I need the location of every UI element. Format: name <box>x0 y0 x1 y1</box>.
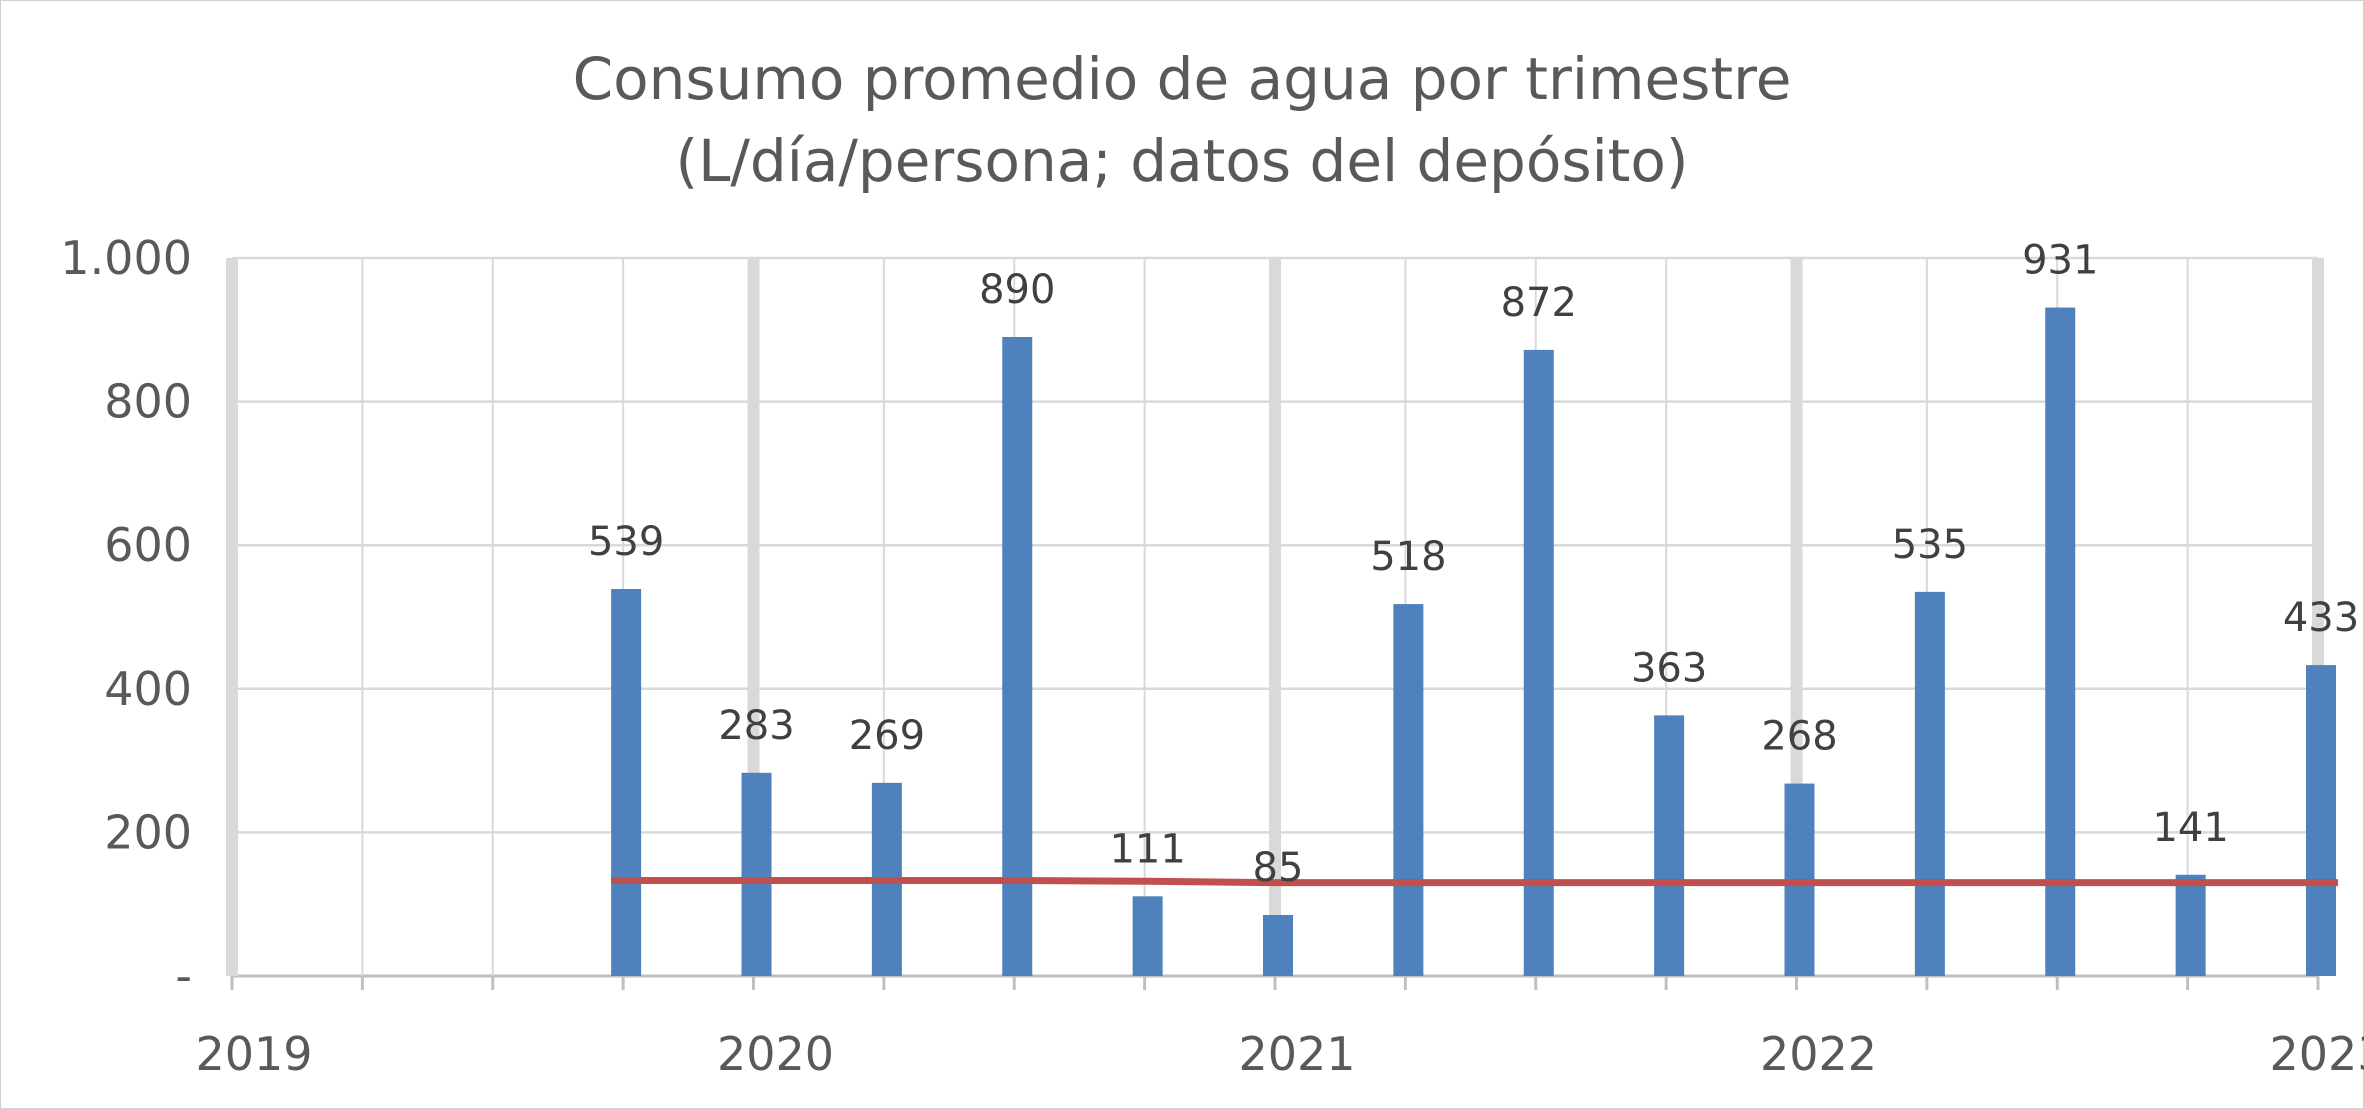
data-label: 890 <box>979 267 1055 313</box>
bar <box>1263 914 1293 976</box>
bar <box>1914 591 1945 976</box>
bar <box>1523 349 1554 976</box>
y-tick-label: 800 <box>104 375 192 429</box>
bar <box>1132 896 1163 976</box>
bar-series <box>611 307 2336 977</box>
y-tick-label: 1.000 <box>60 231 192 285</box>
data-label: 111 <box>1109 826 1185 872</box>
line-series <box>611 877 2338 887</box>
data-label: 269 <box>849 713 925 759</box>
data-label: 539 <box>588 519 664 565</box>
bar <box>2175 874 2206 976</box>
data-label: 141 <box>2152 805 2228 851</box>
data-label: 535 <box>1892 522 1968 568</box>
data-label: 872 <box>1501 280 1577 326</box>
data-label: 433 <box>2283 595 2359 641</box>
year-band <box>1269 258 1281 976</box>
x-tick-label: 2023 <box>2269 1027 2364 1081</box>
y-tick-label: - <box>175 949 192 1003</box>
data-label: 85 <box>1253 845 1304 891</box>
x-tick-label: 2019 <box>195 1027 312 1081</box>
data-labels: 539 283 269 890 111 85 518 872 363 268 535 931 141 43… <box>588 238 2359 891</box>
x-tick-label: 2022 <box>1760 1027 1877 1081</box>
bar <box>1654 715 1685 976</box>
data-label: 931 <box>2022 238 2098 284</box>
chart-subtitle: (L/día/persona; datos del depósito) <box>675 127 1689 195</box>
bar <box>741 772 772 976</box>
bar <box>2045 307 2076 976</box>
data-label: 518 <box>1370 534 1446 580</box>
x-axis-ticks: 2019 2020 2021 2022 2023 <box>195 1027 2364 1081</box>
y-tick-label: 600 <box>104 518 192 572</box>
x-tick-label: 2020 <box>717 1027 834 1081</box>
line-path <box>611 877 2338 887</box>
year-band <box>226 258 238 976</box>
x-tick-label: 2021 <box>1238 1027 1355 1081</box>
bar <box>2306 665 2336 976</box>
y-tick-label: 400 <box>104 662 192 716</box>
y-tick-label: 200 <box>104 805 192 859</box>
data-label: 283 <box>718 703 794 749</box>
data-label: 268 <box>1761 714 1837 760</box>
data-label: 363 <box>1631 645 1707 691</box>
bar <box>611 588 642 976</box>
bar <box>1393 604 1424 976</box>
chart-title-block: Consumo promedio de agua por trimestre (… <box>0 38 2364 202</box>
bar <box>1002 336 1033 977</box>
chart-title: Consumo promedio de agua por trimestre <box>572 45 1792 113</box>
y-axis-ticks: - 200 400 600 800 1.000 <box>60 231 192 1003</box>
